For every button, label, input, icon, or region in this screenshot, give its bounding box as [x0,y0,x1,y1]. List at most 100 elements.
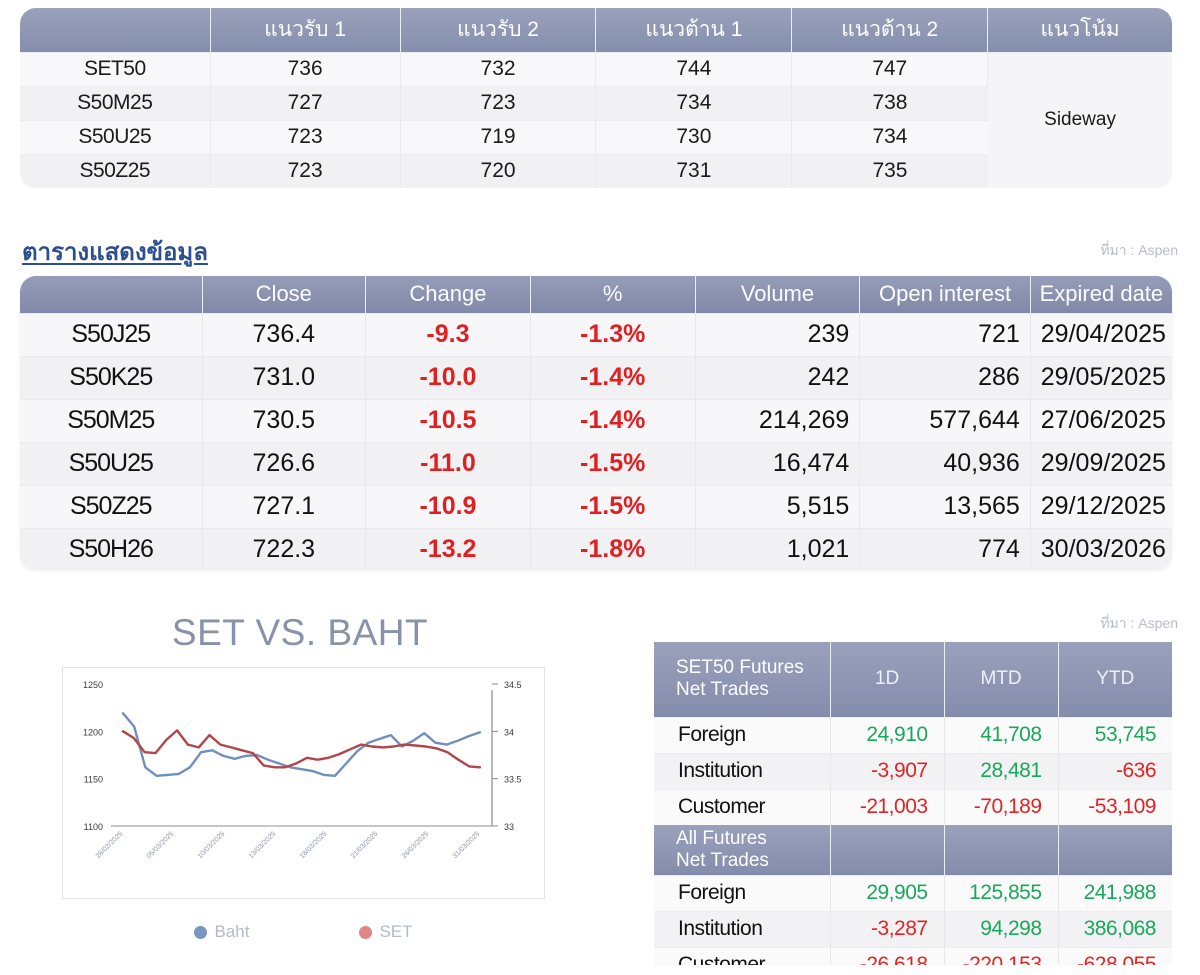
table1-resist1: 744 [595,51,793,86]
table2-expired-date: 29/05/2025 [1030,355,1172,399]
group2-title-line2: Net Trades [676,849,769,871]
table1-support2: 719 [400,119,597,154]
table1-symbol: S50U25 [20,119,211,154]
net-trades-col-ytd: YTD [1058,642,1172,717]
chart-y-right-tick: 33 [504,822,514,832]
net-trades-value-mtd: 41,708 [944,716,1059,753]
group1-title-line1: SET50 Futures [676,657,804,679]
table2-open-interest: 577,644 [859,398,1031,442]
chart-x-tick-group: 31/03/2025 [452,830,482,860]
net-trades-value-1d: -3,907 [830,752,945,789]
table2-volume: 5,515 [695,484,861,528]
table2-close: 726.6 [202,441,367,485]
table2-change: -10.9 [365,484,531,528]
table-row: Customer -21,003 -70,189 -53,109 [654,788,1172,825]
chart-x-tick: 31/03/2025 [452,830,482,860]
support-resistance-table-card: แนวรับ 1 แนวรับ 2 แนวต้าน 1 แนวต้าน 2 แน… [20,8,1172,188]
table1-col-resist2: แนวต้าน 2 [791,8,989,52]
chart-x-tick-group: 13/03/2025 [248,830,278,860]
table-row: S50H26 722.3 -13.2 -1.8% 1,021 774 30/03/2026 [20,527,1172,570]
table1-resist1: 731 [595,153,793,188]
table1-resist1: 734 [595,85,793,120]
table2-expired-date: 29/12/2025 [1030,484,1172,528]
table2-expired-date: 29/09/2025 [1030,441,1172,485]
table2-symbol: S50M25 [20,398,203,442]
table2-expired-date: 29/04/2025 [1030,312,1172,356]
chart-x-tick-group: 10/03/2025 [197,830,227,860]
table2-symbol: S50U25 [20,441,203,485]
table-row: S50Z25 727.1 -10.9 -1.5% 5,515 13,565 29/12/20… [20,484,1172,528]
table2-change: -10.0 [365,355,531,399]
net-trades-value-mtd: 125,855 [944,874,1059,911]
table2-change: -13.2 [365,527,531,570]
table-row: S50U25 726.6 -11.0 -1.5% 16,474 40,936 29/09/2… [20,441,1172,485]
table1-resist1: 730 [595,119,793,154]
table2-symbol: S50Z25 [20,484,203,528]
chart-x-tick-group: 18/03/2025 [299,830,329,860]
legend-label-set: SET [379,922,413,941]
table2-col-expired-date: Expired date [1030,276,1172,313]
table2-close: 736.4 [202,312,367,356]
table-header-row: แนวรับ 1 แนวรับ 2 แนวต้าน 1 แนวต้าน 2 แน… [20,8,1172,52]
net-trades-value-ytd: 386,068 [1058,910,1172,947]
table2-close: 727.1 [202,484,367,528]
net-trades-value-mtd: 28,481 [944,752,1059,789]
net-trades-value-ytd: -628,055 [1058,946,1172,965]
table2-change: -9.3 [365,312,531,356]
legend-item-baht: Baht [194,922,249,942]
table2-open-interest: 40,936 [859,441,1031,485]
table2-change: -10.5 [365,398,531,442]
chart-legend: Baht SET [62,922,545,942]
group1-title-line2: Net Trades [676,679,769,701]
table1-symbol: S50Z25 [20,153,211,188]
net-trades-value-1d: -26,618 [830,946,945,965]
table1-col-trend: แนวโน้ม [987,8,1172,52]
table2-col-volume: Volume [695,276,861,313]
table1-trend-value: Sideway [987,51,1172,188]
table2-percent: -1.3% [530,312,696,356]
table2-volume: 214,269 [695,398,861,442]
net-trades-value-mtd: 94,298 [944,910,1059,947]
chart-x-tick: 05/03/2025 [146,830,176,860]
group2-blank-1d [830,825,945,875]
net-trades-group2-title: All Futures Net Trades [654,825,831,875]
table2-change: -11.0 [365,441,531,485]
chart-x-tick: 10/03/2025 [197,830,227,860]
chart-series-set [121,729,482,769]
legend-swatch-baht [194,925,208,939]
table1-resist2: 734 [791,119,988,154]
legend-label-baht: Baht [214,922,250,941]
legend-swatch-set [359,925,373,939]
chart-x-tick-group: 21/03/2025 [350,830,380,860]
chart-title: SET VS. BAHT [171,612,429,653]
table2-percent: -1.5% [530,441,696,485]
table1-resist2: 738 [791,85,988,120]
table2-symbol: S50J25 [20,312,203,356]
table2-col-blank [20,276,203,313]
table-header-row: Close Change % Volume Open interest Expi… [20,276,1172,313]
table1-support2: 732 [400,51,597,86]
table1-resist2: 735 [791,153,988,188]
table2-open-interest: 13,565 [859,484,1031,528]
table2-close: 731.0 [202,355,367,399]
futures-data-table-card: Close Change % Volume Open interest Expi… [20,276,1172,570]
net-trades-table: SET50 Futures Net Trades 1D MTD YTD Fore… [654,642,1172,965]
net-trades-value-1d: 24,910 [830,716,945,753]
chart-x-tick: 13/03/2025 [248,830,278,860]
table-row: S50Z25 723 720 731 735 [20,153,1172,188]
table2-volume: 242 [695,355,861,399]
page-title: ตารางแสดงข้อมูล [22,239,208,266]
support-resistance-table: แนวรับ 1 แนวรับ 2 แนวต้าน 1 แนวต้าน 2 แน… [20,8,1172,188]
chart-x-tick-group: 05/03/2025 [146,830,176,860]
table2-percent: -1.5% [530,484,696,528]
net-trades-row-label: Institution [654,910,831,947]
chart-y-left-tick: 1250 [83,680,103,690]
table1-support1: 723 [210,153,401,188]
net-trades-value-ytd: 241,988 [1058,874,1172,911]
table2-symbol: S50K25 [20,355,203,399]
net-trades-group1-title: SET50 Futures Net Trades [654,642,831,717]
table-row: S50M25 730.5 -10.5 -1.4% 214,269 577,644 27/06… [20,398,1172,442]
net-trades-value-ytd: -53,109 [1058,788,1172,825]
table-row: S50M25 727 723 734 738 [20,85,1172,120]
net-trades-group2-header-row: All Futures Net Trades [654,825,1172,875]
